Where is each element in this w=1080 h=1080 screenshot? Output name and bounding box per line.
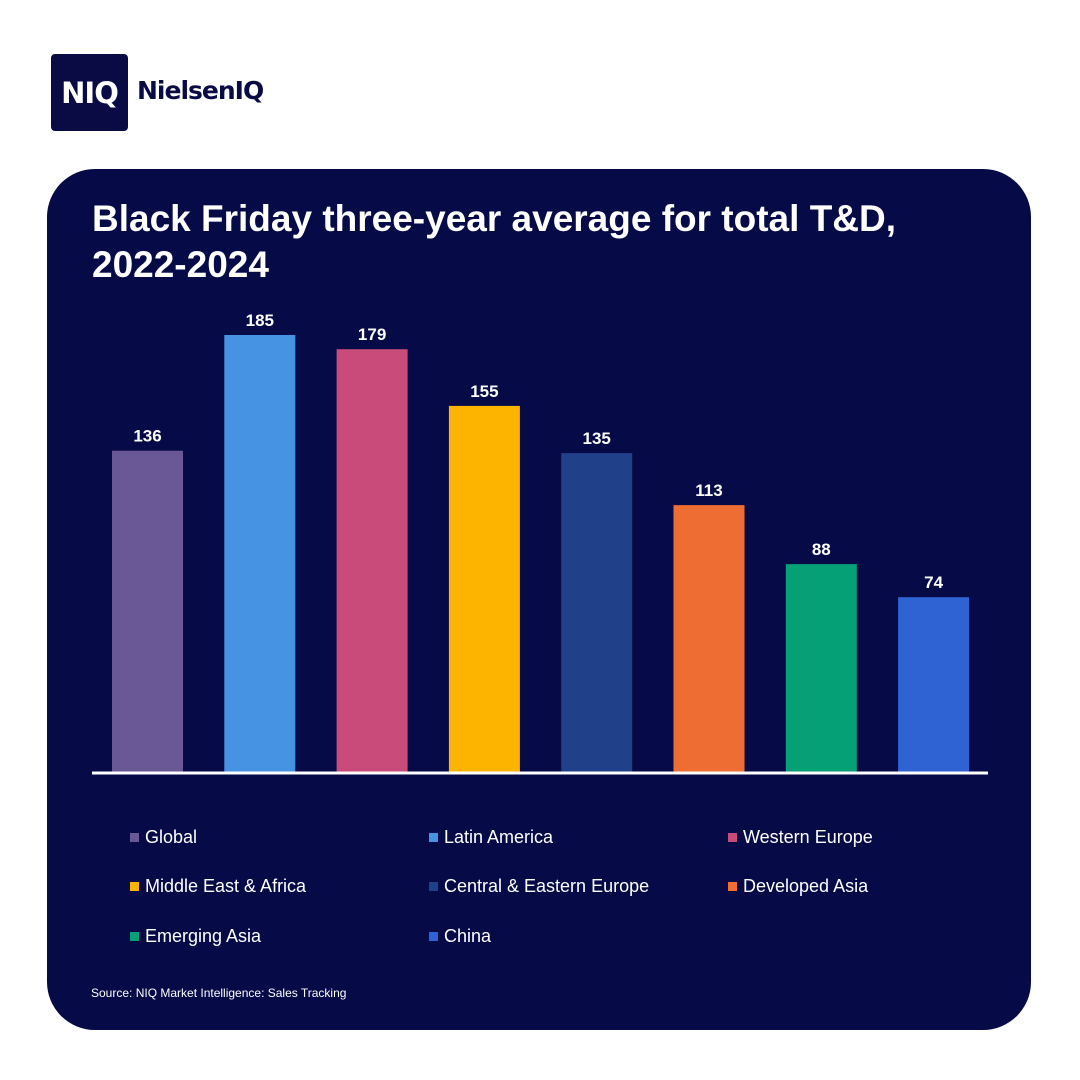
legend-label: Latin America bbox=[444, 826, 554, 847]
niq-logo: NIQ bbox=[51, 54, 128, 131]
legend-swatch bbox=[728, 881, 737, 891]
legend-label: Developed Asia bbox=[743, 875, 869, 896]
legend-item: China bbox=[429, 923, 491, 949]
legend-item: Emerging Asia bbox=[130, 923, 261, 949]
bar-latin-america bbox=[224, 335, 296, 772]
chart-title: Black Friday three-year average for tota… bbox=[92, 198, 897, 285]
data-label: 113 bbox=[695, 481, 722, 500]
data-label: 179 bbox=[358, 325, 386, 344]
bar-middle-east-africa bbox=[448, 405, 520, 772]
legend-label: Middle East & Africa bbox=[145, 875, 307, 896]
data-label: 185 bbox=[246, 311, 274, 330]
legend-item: Latin America bbox=[429, 824, 553, 850]
legend-swatch bbox=[429, 881, 438, 891]
bar-global bbox=[112, 450, 183, 772]
legend-swatch bbox=[429, 931, 438, 941]
legend-item: Central & Eastern Europe bbox=[429, 873, 649, 899]
data-label: 136 bbox=[133, 427, 161, 446]
data-label: 88 bbox=[812, 540, 831, 559]
legend-swatch bbox=[429, 832, 438, 842]
data-label: 135 bbox=[583, 429, 611, 448]
legend-label: Emerging Asia bbox=[145, 925, 262, 946]
legend-swatch bbox=[130, 832, 139, 842]
bar-developed-asia bbox=[673, 505, 745, 772]
source-note: Source: NIQ Market Intelligence: Sales T… bbox=[91, 986, 347, 1000]
bar-china bbox=[898, 597, 970, 772]
legend-item: Global bbox=[130, 824, 197, 850]
chart-card bbox=[47, 169, 1031, 1030]
data-label: 74 bbox=[924, 573, 943, 592]
legend-swatch bbox=[728, 832, 737, 842]
legend-item: Developed Asia bbox=[728, 873, 868, 899]
legend-label: Global bbox=[145, 826, 198, 847]
legend-swatch bbox=[130, 931, 139, 941]
logo-wordmark: NielsenIQ bbox=[137, 76, 264, 105]
legend-label: Central & Eastern Europe bbox=[444, 875, 650, 896]
bar-emerging-asia bbox=[785, 564, 857, 772]
data-label: 155 bbox=[470, 382, 498, 401]
legend-label: Western Europe bbox=[743, 826, 873, 847]
legend-item: Middle East & Africa bbox=[130, 873, 306, 899]
bar-central-eastern-europe bbox=[561, 453, 633, 772]
legend-item: Western Europe bbox=[728, 824, 873, 850]
logo-mark-text: NIQ bbox=[61, 75, 119, 110]
bar-western-europe bbox=[336, 349, 408, 772]
legend-swatch bbox=[130, 881, 139, 891]
legend-label: China bbox=[444, 925, 492, 946]
